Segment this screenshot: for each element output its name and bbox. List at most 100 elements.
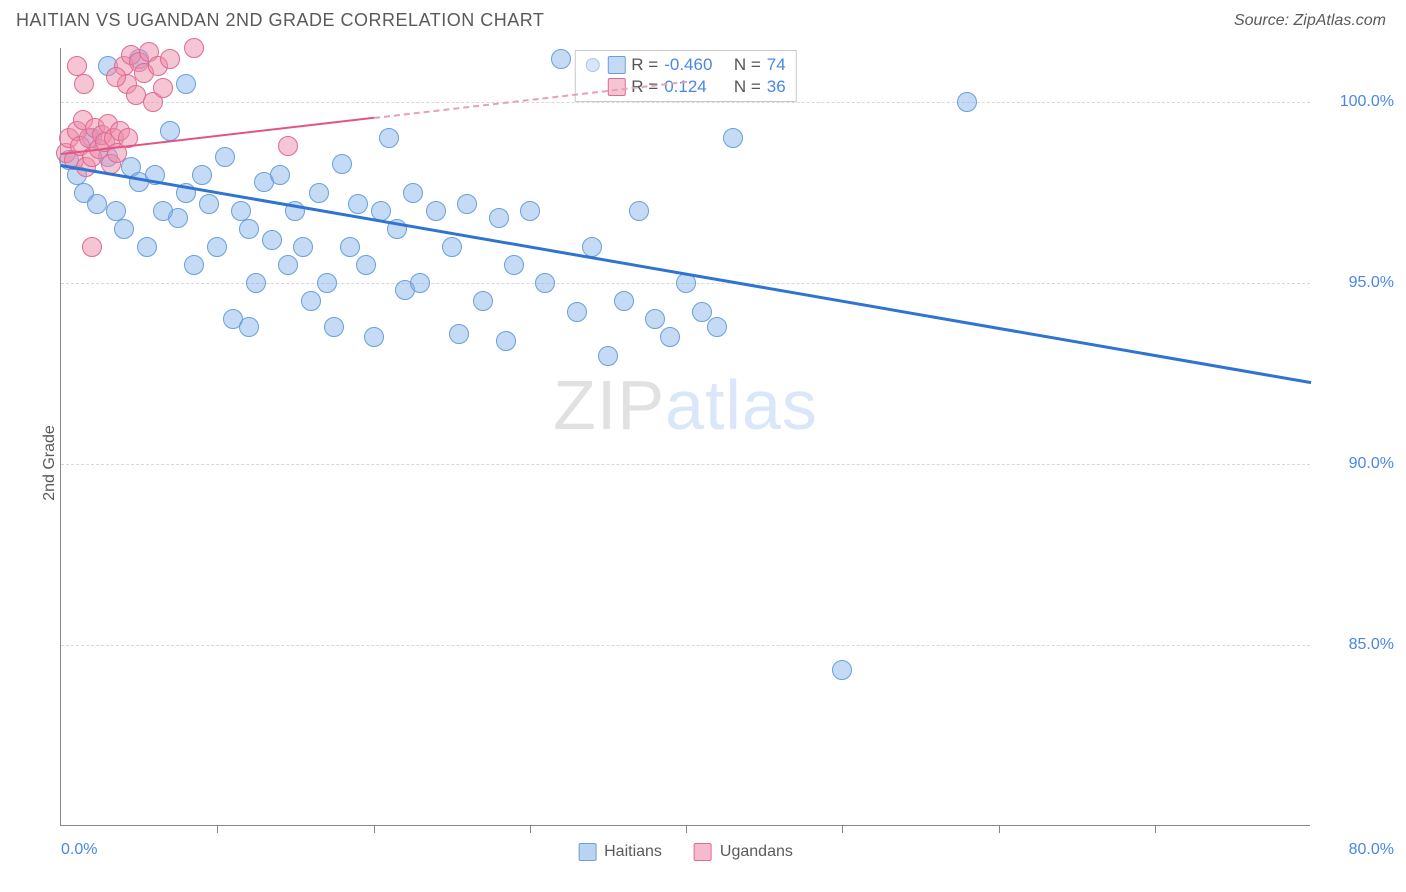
plot-region: ZIPatlas R =-0.460 N =74R =0.124 N =36 H… [60, 48, 1310, 826]
data-point [192, 165, 212, 185]
x-tick [374, 825, 375, 833]
data-point [278, 255, 298, 275]
stats-r-value: -0.460 [664, 55, 712, 75]
data-point [207, 237, 227, 257]
data-point [184, 38, 204, 58]
data-point [301, 291, 321, 311]
data-point [723, 128, 743, 148]
gridline-h [61, 102, 1310, 103]
data-point [324, 317, 344, 337]
data-point [82, 237, 102, 257]
stats-r-label: R = [631, 55, 658, 75]
data-point [87, 194, 107, 214]
stats-swatch [607, 78, 625, 96]
y-axis-label: 2nd Grade [41, 425, 59, 501]
data-point [348, 194, 368, 214]
stats-r-value: 0.124 [664, 77, 712, 97]
legend-item: Ugandans [694, 843, 793, 861]
x-axis-label-min: 0.0% [61, 841, 97, 859]
data-point [364, 327, 384, 347]
data-point [67, 56, 87, 76]
data-point [520, 201, 540, 221]
stats-n-label: N = [734, 77, 761, 97]
gridline-h [61, 645, 1310, 646]
legend-item: Haitians [578, 843, 662, 861]
data-point [153, 78, 173, 98]
legend-label: Ugandans [720, 843, 793, 861]
legend-label: Haitians [604, 843, 662, 861]
data-point [356, 255, 376, 275]
data-point [598, 346, 618, 366]
correlation-stats-box: R =-0.460 N =74R =0.124 N =36 [574, 50, 796, 102]
y-tick-label: 85.0% [1318, 636, 1394, 654]
chart-area: 2nd Grade ZIPatlas R =-0.460 N =74R =0.1… [14, 44, 1396, 882]
y-tick-label: 100.0% [1318, 93, 1394, 111]
stats-n-label: N = [734, 55, 761, 75]
data-point [293, 237, 313, 257]
data-point [473, 291, 493, 311]
data-point [660, 327, 680, 347]
data-point [106, 67, 126, 87]
stats-n-value: 74 [767, 55, 786, 75]
gridline-h [61, 464, 1310, 465]
data-point [239, 317, 259, 337]
data-point [403, 183, 423, 203]
data-point [106, 201, 126, 221]
data-point [567, 302, 587, 322]
data-point [199, 194, 219, 214]
trend-line [60, 164, 1311, 384]
data-point [160, 49, 180, 69]
data-point [114, 219, 134, 239]
data-point [239, 219, 259, 239]
data-point [535, 273, 555, 293]
chart-header: HAITIAN VS UGANDAN 2ND GRADE CORRELATION… [0, 0, 1406, 37]
x-tick [842, 825, 843, 833]
data-point [629, 201, 649, 221]
chart-title: HAITIAN VS UGANDAN 2ND GRADE CORRELATION… [16, 10, 544, 31]
data-point [449, 324, 469, 344]
data-point [582, 237, 602, 257]
data-point [215, 147, 235, 167]
data-point [309, 183, 329, 203]
legend: Haitians Ugandans [578, 843, 793, 861]
data-point [379, 128, 399, 148]
data-point [137, 237, 157, 257]
data-point [231, 201, 251, 221]
data-point [457, 194, 477, 214]
watermark: ZIPatlas [553, 365, 818, 445]
legend-swatch [694, 843, 712, 861]
data-point [340, 237, 360, 257]
data-point [317, 273, 337, 293]
data-point [74, 74, 94, 94]
x-tick [999, 825, 1000, 833]
watermark-part1: ZIP [553, 366, 665, 444]
data-point [262, 230, 282, 250]
data-point [278, 136, 298, 156]
data-point [504, 255, 524, 275]
y-tick-label: 95.0% [1318, 274, 1394, 292]
stats-marker-icon [585, 58, 599, 72]
x-tick [1155, 825, 1156, 833]
data-point [551, 49, 571, 69]
data-point [176, 74, 196, 94]
data-point [270, 165, 290, 185]
chart-source: Source: ZipAtlas.com [1234, 12, 1386, 30]
x-tick [686, 825, 687, 833]
data-point [160, 121, 180, 141]
data-point [645, 309, 665, 329]
x-tick [217, 825, 218, 833]
data-point [184, 255, 204, 275]
data-point [332, 154, 352, 174]
watermark-part2: atlas [665, 366, 818, 444]
data-point [442, 237, 462, 257]
data-point [496, 331, 516, 351]
data-point [614, 291, 634, 311]
data-point [957, 92, 977, 112]
data-point [707, 317, 727, 337]
data-point [426, 201, 446, 221]
stats-n-value: 36 [767, 77, 786, 97]
x-tick [530, 825, 531, 833]
legend-swatch [578, 843, 596, 861]
stats-swatch [607, 56, 625, 74]
data-point [832, 660, 852, 680]
